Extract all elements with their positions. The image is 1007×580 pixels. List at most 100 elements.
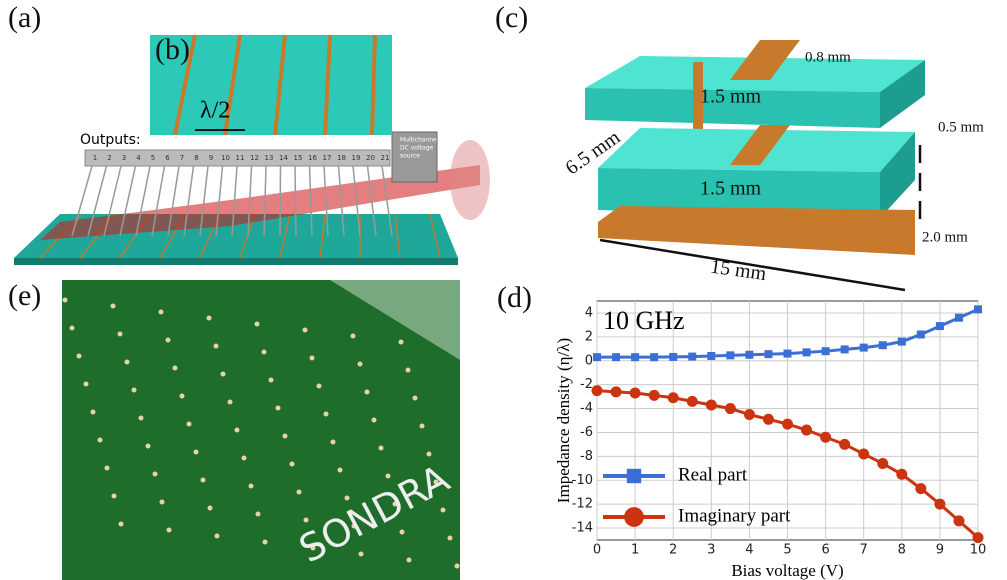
marker: [858, 448, 870, 460]
output-wire: [215, 165, 224, 237]
slab-front: [585, 88, 880, 128]
marker: [667, 392, 679, 404]
pad: [364, 389, 370, 395]
pad: [241, 455, 247, 461]
output-number: 8: [194, 154, 198, 162]
pad: [262, 539, 268, 545]
outputs: 1 2 3 4 5 6 7 8 9 10 11 12 13 14 15 16 17 18 19 20 21: [71, 154, 393, 237]
panel-label: (a): [8, 1, 41, 34]
pad: [282, 433, 288, 439]
pad: [165, 337, 171, 343]
patch: [730, 40, 800, 80]
pad: [254, 321, 260, 327]
photo: [62, 280, 460, 580]
marker: [629, 387, 641, 399]
pad: [118, 521, 124, 527]
marker: [916, 330, 925, 339]
pad: [426, 451, 432, 457]
pad: [200, 477, 206, 483]
output-wire: [263, 165, 267, 237]
marker: [820, 431, 832, 443]
marker: [591, 385, 603, 397]
y-tick-label: 2: [585, 329, 593, 344]
pad: [310, 545, 316, 551]
pad: [447, 535, 453, 541]
marker: [802, 348, 811, 357]
pad: [62, 297, 68, 303]
dim-label: 1.5 mm: [700, 178, 762, 200]
pad: [275, 405, 281, 411]
legend-marker: [626, 468, 642, 484]
chart: -14 -12 -10 -8 -6 -4 -2 0 2 4 0 1 2 3 4 5 6 7 8 9 10 Bias vol…: [554, 300, 986, 580]
panel-label: (c): [495, 1, 528, 34]
marker: [631, 353, 640, 362]
output-wire: [366, 165, 377, 237]
output-wire: [279, 165, 282, 237]
pad: [255, 511, 261, 517]
x-tick-label: 2: [669, 543, 677, 558]
output-wire: [199, 165, 209, 237]
marker: [783, 349, 792, 358]
output-number: 1: [93, 154, 97, 162]
y-tick-label: -4: [580, 401, 593, 416]
marker: [954, 313, 963, 322]
marker: [859, 343, 868, 352]
pad: [117, 331, 123, 337]
pad: [220, 371, 226, 377]
marker: [669, 352, 678, 361]
pad: [90, 409, 96, 415]
output-number: 14: [279, 154, 288, 162]
marker: [878, 341, 887, 350]
output-wire: [323, 165, 329, 237]
marker: [934, 498, 946, 510]
slab-side: [880, 60, 925, 128]
output-number: 6: [165, 154, 170, 162]
source-label: source: [400, 153, 420, 160]
output-wire: [231, 165, 238, 237]
y-tick-label: 4: [585, 305, 593, 320]
output-number: 17: [323, 154, 332, 162]
pad: [358, 551, 364, 557]
x-axis-label: Bias voltage (V): [731, 561, 843, 580]
output-number: 21: [381, 154, 390, 162]
pads: [62, 297, 460, 569]
output-number: 18: [337, 154, 346, 162]
pad: [337, 467, 343, 473]
output-wire: [103, 165, 122, 237]
pad: [357, 361, 363, 367]
pad: [398, 339, 404, 345]
marker: [686, 395, 698, 407]
pad: [344, 495, 350, 501]
y-tick-label: -6: [580, 425, 593, 440]
y-tick-label: -10: [572, 473, 593, 488]
output-number: 15: [294, 154, 303, 162]
pad: [405, 367, 411, 373]
marker: [705, 399, 717, 411]
pad: [158, 309, 164, 315]
marker: [972, 532, 984, 544]
pad: [371, 417, 377, 423]
marker: [743, 409, 755, 421]
pad: [152, 471, 158, 477]
x-tick-label: 8: [898, 543, 906, 558]
output-number: 12: [250, 154, 259, 162]
marker: [782, 418, 793, 430]
x-tick-label: 9: [936, 543, 944, 558]
output-wire: [352, 165, 361, 237]
output-number: 5: [151, 154, 155, 162]
pad: [323, 411, 329, 417]
output-number: 4: [136, 154, 141, 162]
pad: [111, 493, 117, 499]
y-axis-label: Impedance density (η/λ): [554, 338, 573, 503]
output-wire: [151, 165, 166, 237]
marker: [915, 483, 927, 495]
marker: [688, 352, 697, 361]
source-label: DC voltage: [400, 145, 433, 152]
pad: [97, 437, 103, 443]
marker: [974, 305, 982, 314]
legend-label: Imaginary part: [678, 505, 791, 526]
outputs-label: Outputs:: [80, 132, 141, 148]
annotation: 10 GHz: [603, 306, 685, 335]
pad: [193, 449, 199, 455]
